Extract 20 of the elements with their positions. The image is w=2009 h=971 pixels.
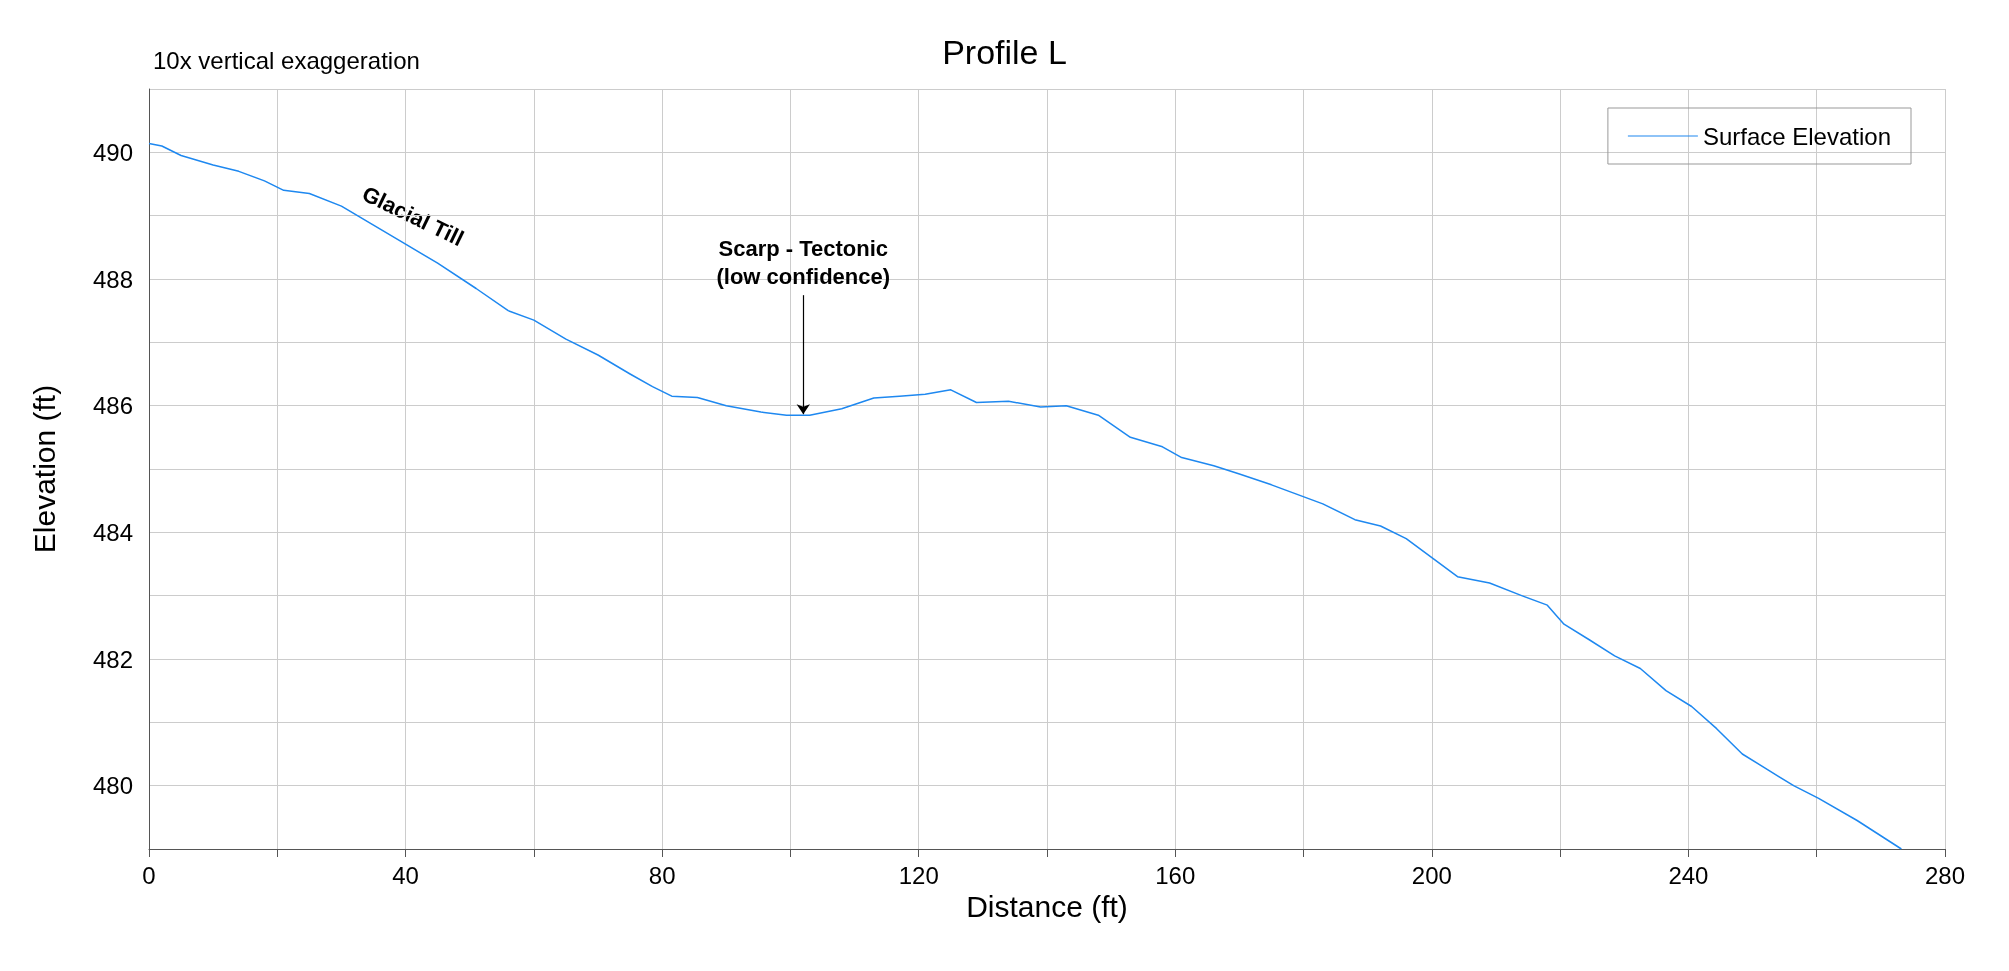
y-tick-label: 480 [92, 772, 133, 800]
y-tick-label: 490 [92, 138, 133, 166]
x-tick-label: 160 [1155, 861, 1196, 889]
legend-label: Surface Elevation [1702, 122, 1891, 150]
x-axis-title: Distance (ft) [966, 890, 1128, 924]
chart-title: Profile L [942, 33, 1067, 71]
x-tick-label: 0 [142, 861, 156, 889]
x-tick-label: 80 [648, 861, 676, 889]
y-tick-label: 486 [92, 392, 133, 420]
x-tick-label: 240 [1668, 861, 1709, 889]
y-tick-label: 482 [92, 645, 133, 673]
y-tick-label: 488 [92, 265, 133, 293]
x-tick-label: 120 [898, 861, 939, 889]
x-tick-label: 40 [392, 861, 419, 889]
x-tick-label: 280 [1924, 861, 1966, 889]
y-axis-title: Elevation (ft) [27, 384, 61, 554]
annotation: Scarp - Tectonic (low confidence) [716, 235, 891, 289]
x-tick-label: 200 [1411, 861, 1452, 889]
y-tick-label: 484 [92, 518, 133, 546]
text: 10x vertical exaggeration [153, 46, 420, 74]
